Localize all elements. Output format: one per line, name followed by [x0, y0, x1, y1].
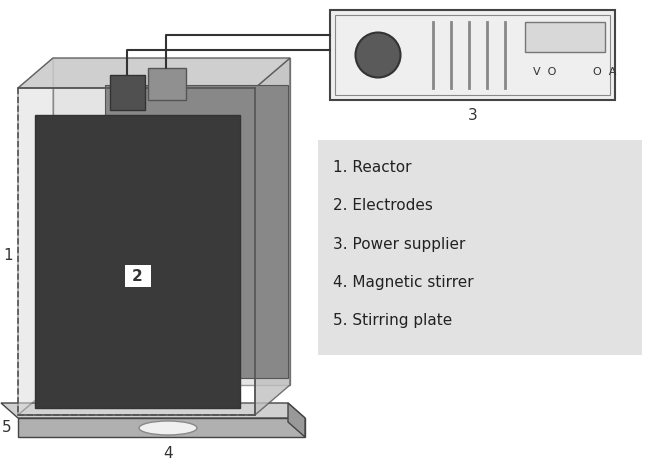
Text: 2. Electrodes: 2. Electrodes [333, 199, 433, 213]
Text: 3: 3 [468, 108, 477, 123]
Polygon shape [18, 418, 305, 437]
Text: 2: 2 [132, 269, 143, 284]
Polygon shape [18, 58, 290, 88]
Bar [35, 115, 240, 408]
Text: 4. Magnetic stirrer: 4. Magnetic stirrer [333, 275, 473, 289]
Text: 5. Stirring plate: 5. Stirring plate [333, 312, 453, 328]
Polygon shape [53, 58, 290, 385]
Polygon shape [18, 88, 255, 415]
Bar [110, 75, 145, 110]
Polygon shape [255, 58, 290, 415]
Text: 3. Power supplier: 3. Power supplier [333, 236, 466, 252]
Text: 5: 5 [2, 421, 12, 436]
Polygon shape [105, 85, 288, 378]
Text: O  A: O A [593, 67, 617, 77]
Bar [330, 10, 615, 100]
Text: 1: 1 [3, 247, 13, 262]
Polygon shape [288, 403, 305, 437]
FancyBboxPatch shape [124, 265, 150, 287]
Text: 4: 4 [164, 446, 173, 461]
Text: 1. Reactor: 1. Reactor [333, 160, 411, 176]
Polygon shape [1, 403, 305, 418]
Text: V  O: V O [533, 67, 557, 77]
Ellipse shape [139, 421, 197, 435]
Bar [335, 15, 610, 95]
Polygon shape [18, 58, 53, 415]
Bar [525, 22, 605, 52]
Bar [148, 68, 186, 100]
Ellipse shape [356, 33, 400, 77]
Bar [318, 140, 642, 355]
